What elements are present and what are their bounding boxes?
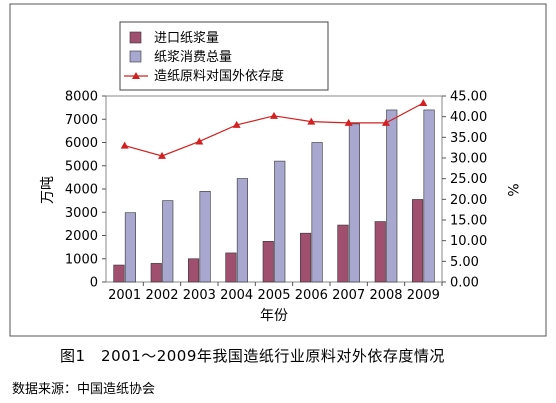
bar-consumption-2006 [311, 142, 323, 283]
x-tick-label-2005: 2005 [257, 288, 290, 303]
bar-import-2008 [374, 221, 386, 283]
bar-consumption-2001 [124, 212, 136, 283]
legend-box [119, 21, 329, 91]
bar-import-2006 [300, 232, 312, 283]
legend-swatch-import [129, 31, 142, 44]
legend-label-consumption: 纸浆消费总量 [154, 50, 232, 65]
y-tick-label-5000: 5000 [65, 159, 98, 174]
dependence-point-2005 [270, 111, 278, 119]
bar-import-2001 [113, 264, 125, 283]
bar-consumption-2002 [162, 200, 174, 283]
y2-tick-label-15.00: 15.00 [450, 214, 487, 229]
right-axis: 0.00 5.00 10.00 15.00 20.00 25.00 30.00 35.00 40… [442, 90, 487, 291]
x-tick-label-2002: 2002 [145, 288, 178, 303]
y2-tick-label-20.00: 20.00 [450, 193, 487, 208]
x-tick-label-2008: 2008 [369, 288, 402, 303]
y2-tick-label-10.00: 10.00 [450, 234, 487, 249]
y-tick-label-0: 0 [90, 276, 98, 291]
y2-tick-label-25.00: 25.00 [450, 172, 487, 187]
x-tick-label-2004: 2004 [220, 288, 253, 303]
legend-marker-dependence [132, 72, 140, 79]
bar-import-2004 [225, 252, 237, 283]
y2-tick-label-0.00: 0.00 [450, 276, 479, 291]
bar-import-2007 [337, 224, 349, 283]
x-axis: 2001 2002 2003 2004 2005 2006 2007 2008 2009 [108, 282, 443, 303]
y-tick-label-2000: 2000 [65, 229, 98, 244]
y2-tick-label-5.00: 5.00 [450, 255, 479, 270]
data-source: 数据来源：中国造纸协会 [12, 382, 156, 397]
y2-axis-label: % [504, 183, 520, 196]
x-tick-label-2006: 2006 [295, 288, 328, 303]
y-tick-label-1000: 1000 [65, 252, 98, 267]
bar-import-2002 [150, 263, 162, 283]
x-axis-label: 年份 [260, 308, 288, 324]
bar-consumption-2005 [274, 160, 286, 283]
y2-tick-label-45.00: 45.00 [450, 90, 487, 105]
bar-import-2003 [188, 258, 200, 283]
y2-tick-label-30.00: 30.00 [450, 152, 487, 167]
left-axis: 0 1000 2000 3000 4000 5000 6000 7000 8000 [65, 90, 106, 291]
legend: 进口纸浆量 纸浆消费总量 造纸原料对国外依存度 [119, 21, 329, 91]
chart-figure: 0 1000 2000 3000 4000 5000 6000 7000 8000 0.00 5.… [9, 3, 547, 337]
line-layer [120, 99, 428, 159]
y2-tick-label-35.00: 35.00 [450, 131, 487, 146]
bar-consumption-2009 [423, 109, 435, 283]
bar-import-2009 [412, 199, 424, 283]
bar-consumption-2004 [236, 178, 248, 283]
legend-swatch-consumption [129, 50, 142, 63]
figure-caption: 图1 2001～2009年我国造纸行业原料对外依存度情况 [60, 347, 445, 365]
y-tick-label-8000: 8000 [65, 90, 98, 105]
dependence-point-2001 [120, 141, 129, 149]
dependence-point-2008 [382, 118, 390, 126]
x-tick-label-2003: 2003 [183, 288, 216, 303]
y2-tick-label-40.00: 40.00 [450, 110, 487, 125]
x-tick-label-2007: 2007 [332, 288, 365, 303]
dependence-point-2006 [307, 117, 316, 125]
bar-consumption-2007 [348, 123, 360, 283]
y-tick-label-6000: 6000 [65, 136, 98, 151]
dependence-point-2002 [158, 151, 166, 159]
dependence-point-2003 [195, 137, 204, 145]
y-tick-label-7000: 7000 [65, 113, 98, 128]
y-axis-label: 万吨 [40, 176, 56, 204]
dependence-point-2009 [419, 99, 428, 107]
y-tick-label-4000: 4000 [65, 183, 98, 198]
bar-import-2005 [262, 241, 274, 283]
x-tick-label-2001: 2001 [108, 288, 141, 303]
x-tick-label-2009: 2009 [407, 288, 440, 303]
dependence-point-2004 [232, 120, 241, 128]
y-tick-label-3000: 3000 [65, 206, 98, 221]
legend-label-dependence: 造纸原料对国外依存度 [154, 68, 284, 84]
legend-label-import: 进口纸浆量 [154, 31, 219, 46]
bar-consumption-2003 [199, 191, 211, 283]
plot-area [105, 95, 443, 283]
bars-layer [113, 109, 435, 283]
dependence-point-2007 [344, 118, 353, 126]
bar-consumption-2008 [386, 109, 398, 283]
